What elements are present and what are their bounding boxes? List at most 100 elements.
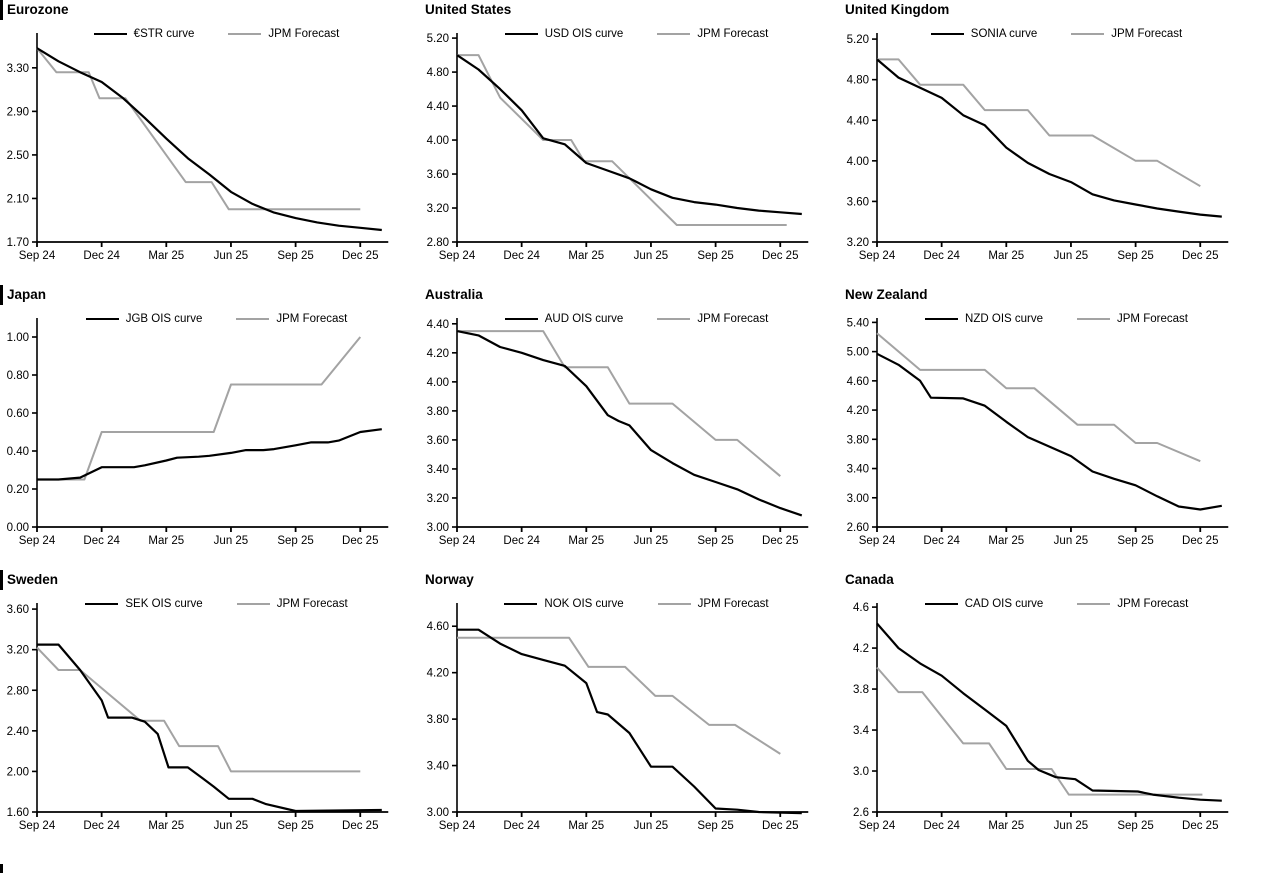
plot-area: €STR curve JPM Forecast 1.70 2.10 2.50 2.90… [0,20,420,265]
chart-united-kingdom: United Kingdom SONIA curve JPM Forecast … [840,0,1264,285]
x-tick-label: Sep 25 [1117,535,1153,547]
x-tick-label: Dec 24 [83,820,120,832]
y-tick-label: 3.30 [7,63,29,75]
y-tick-label: 3.40 [427,464,449,476]
x-tick-label: Dec 25 [342,535,378,547]
series-line-actual [37,428,382,481]
plot-canvas-australia: 3.00 3.20 3.40 3.60 3.80 4.00 4.20 4.40 Sep 24 De… [427,318,809,547]
x-tick-label: Mar 25 [988,250,1024,262]
y-tick-label: 5.40 [847,317,869,329]
y-tick-label: 2.80 [427,237,449,249]
series-line-forecast [36,646,361,773]
chart-title-new-zealand: New Zealand [845,287,928,302]
chart-title-sweden: Sweden [0,570,420,590]
y-tick-label: 5.00 [847,347,869,359]
x-tick-label: Mar 25 [148,820,184,832]
x-tick-label: Dec 25 [342,250,378,262]
chart-title-japan: Japan [0,285,420,305]
plot-area: NZD OIS curve JPM Forecast 2.60 3.00 3.40 3… [840,305,1260,550]
series-line-forecast [457,330,781,477]
y-tick-label: 3.8 [853,684,869,696]
y-tick-label: 3.60 [847,196,869,208]
x-tick-label: Dec 25 [762,250,798,262]
series-line-actual [456,330,803,517]
y-tick-label: 2.6 [853,807,869,819]
x-tick-label: Sep 25 [1117,820,1153,832]
x-tick-label: Dec 24 [923,250,960,262]
y-tick-label: 3.0 [853,766,869,778]
plot-canvas-united-states: 2.80 3.20 3.60 4.00 4.40 4.80 5.20 Sep 24 Dec 24… [427,33,809,262]
series-line-actual [876,352,1222,511]
plot-area: SONIA curve JPM Forecast 3.20 3.60 4.00 4.4… [840,20,1260,265]
chart-australia: Australia AUD OIS curve JPM Forecast 3.0… [420,285,840,570]
x-tick-label: Dec 24 [503,820,540,832]
y-tick-label: 4.20 [427,348,449,360]
x-tick-label: Jun 25 [634,535,669,547]
x-tick-label: Sep 24 [859,820,896,832]
x-tick-label: Jun 25 [1054,250,1089,262]
y-tick-label: 4.80 [427,67,449,79]
x-tick-label: Dec 24 [923,820,960,832]
y-tick-label: 1.70 [7,237,29,249]
x-tick-label: Dec 25 [1182,820,1218,832]
y-tick-label: 3.40 [427,761,449,773]
series-line-forecast [457,54,787,226]
y-tick-label: 1.00 [7,332,29,344]
y-tick-label: 2.50 [7,150,29,162]
chart-eurozone: Eurozone €STR curve JPM Forecast 1.70 2.1… [0,0,420,285]
y-tick-label: 1.60 [7,807,29,819]
x-tick-label: Sep 24 [439,250,476,262]
x-tick-label: Sep 24 [19,250,56,262]
chart-title-united-states: United States [425,2,512,17]
plot-canvas-sweden: 1.60 2.00 2.40 2.80 3.20 3.60 Sep 24 Dec 24 Mar … [7,603,389,832]
y-tick-label: 3.20 [847,237,869,249]
y-tick-label: 0.60 [7,408,29,420]
y-tick-label: 4.2 [853,643,869,655]
x-tick-label: Dec 24 [503,535,540,547]
y-tick-label: 5.20 [427,33,449,45]
plot-area: USD OIS curve JPM Forecast 2.80 3.20 3.60 4… [420,20,840,265]
x-tick-label: Sep 25 [277,250,313,262]
y-tick-label: 3.60 [427,169,449,181]
series-line-actual [876,622,1222,802]
x-tick-label: Sep 24 [19,820,56,832]
y-tick-label: 3.40 [847,464,869,476]
series-line-actual [457,628,802,815]
y-tick-label: 2.80 [7,685,29,697]
plot-canvas-new-zealand: 2.60 3.00 3.40 3.80 4.20 4.60 5.00 5.40 Sep 24 De… [847,317,1229,547]
plot-area: CAD OIS curve JPM Forecast 2.6 3.0 3.4 3.8 4… [840,590,1260,835]
y-tick-label: 0.20 [7,484,29,496]
y-tick-label: 2.10 [7,193,29,205]
chart-united-states: United States USD OIS curve JPM Forecast… [420,0,840,285]
chart-japan: Japan JGB OIS curve JPM Forecast 0.00 0.2… [0,285,420,570]
plot-canvas-canada: 2.6 3.0 3.4 3.8 4.2 4.6 Sep 24 Dec 24 Mar 25 Jun … [853,602,1229,832]
x-tick-label: Mar 25 [568,535,604,547]
x-tick-label: Sep 25 [277,535,313,547]
y-tick-label: 3.00 [847,493,869,505]
chart-new-zealand: New Zealand NZD OIS curve JPM Forecast 2… [840,285,1264,570]
plot-area: SEK OIS curve JPM Forecast 1.60 2.00 2.40 2… [0,590,420,835]
x-tick-label: Dec 24 [83,250,120,262]
x-tick-label: Dec 25 [762,535,798,547]
y-tick-label: 3.60 [7,604,29,616]
x-tick-label: Sep 25 [697,820,733,832]
y-tick-label: 3.20 [7,645,29,657]
plot-area: NOK OIS curve JPM Forecast 3.00 3.40 3.80 4… [420,590,840,835]
plot-canvas-eurozone: 1.70 2.10 2.50 2.90 3.30 Sep 24 Dec 24 Mar 25 Ju… [7,33,389,262]
y-tick-label: 4.00 [847,156,869,168]
x-tick-label: Dec 25 [342,820,378,832]
x-tick-label: Sep 25 [697,535,733,547]
series-line-actual [456,54,802,216]
x-tick-label: Dec 24 [923,535,960,547]
x-tick-label: Jun 25 [634,820,669,832]
x-tick-label: Mar 25 [148,250,184,262]
chart-title-australia: Australia [425,287,483,302]
y-tick-label: 0.40 [7,446,29,458]
y-tick-label: 2.40 [7,726,29,738]
page-edge-mark [0,864,3,873]
y-tick-label: 3.80 [427,714,449,726]
chart-sweden: Sweden SEK OIS curve JPM Forecast 1.60 2.… [0,570,420,873]
x-tick-label: Sep 25 [697,250,733,262]
x-tick-label: Jun 25 [1054,535,1089,547]
x-tick-label: Sep 25 [277,820,313,832]
